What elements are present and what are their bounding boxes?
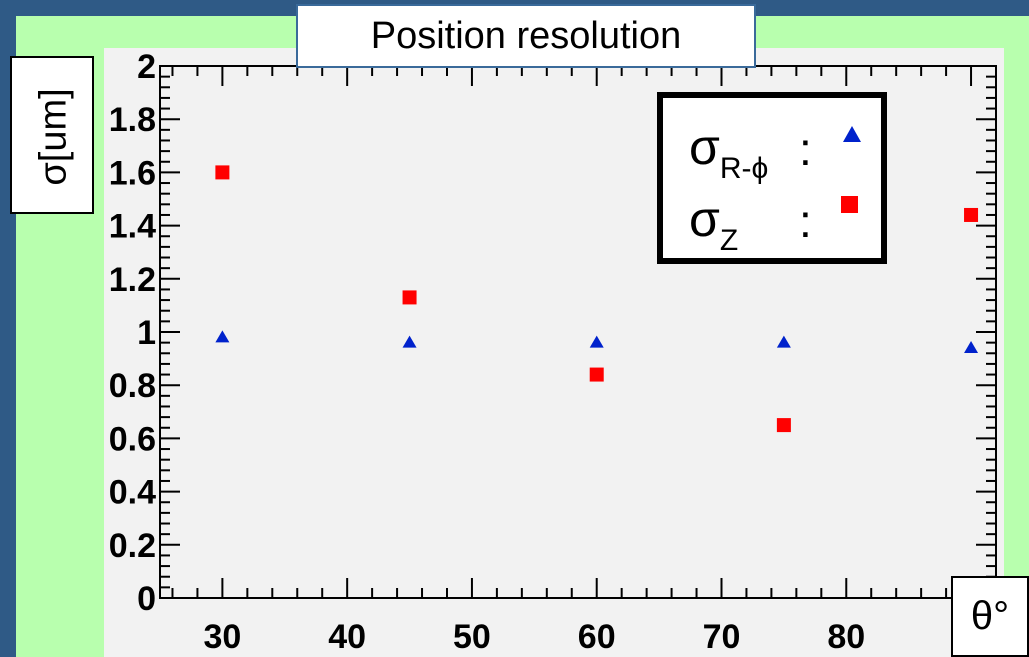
legend-symbol-r-phi: σ	[689, 119, 720, 175]
legend-colon-r-phi: :	[799, 123, 812, 175]
y-tick-label: 1.4	[109, 208, 156, 246]
y-tick-label: 0.2	[109, 527, 156, 565]
y-tick-label: 0.8	[109, 367, 156, 405]
point-z	[589, 367, 604, 382]
y-tick-label: 1	[137, 314, 156, 352]
legend-entry-z: σZ	[689, 194, 738, 266]
y-tick-label: 0	[137, 580, 156, 618]
legend: σR-ϕ : σZ :	[657, 92, 887, 264]
x-tick-label: 70	[703, 618, 741, 656]
y-tick-label: 1.8	[109, 101, 156, 139]
legend-subscript-z: Z	[719, 224, 739, 257]
point-z	[215, 165, 230, 180]
point-z	[776, 418, 791, 433]
x-tick-label: 80	[827, 618, 865, 656]
legend-triangle-marker-icon	[843, 126, 861, 142]
point-r-phi	[215, 330, 230, 343]
chart-title: Position resolution	[296, 4, 756, 68]
point-r-phi	[402, 335, 417, 348]
legend-symbol-z: σ	[689, 191, 720, 247]
point-r-phi	[589, 335, 604, 348]
y-tick-label: 1.6	[109, 154, 156, 192]
y-tick-label: 2	[137, 48, 156, 86]
point-r-phi	[776, 335, 791, 348]
y-tick-label: 1.2	[109, 261, 156, 299]
axes: 3040506070809000.20.40.60.811.21.41.61.8…	[109, 48, 997, 656]
point-z	[964, 207, 979, 222]
y-axis-label: σ[um]	[32, 88, 75, 186]
x-axis-label: θ°	[951, 576, 1029, 657]
x-tick-label: 30	[203, 618, 241, 656]
y-tick-label: 0.4	[109, 474, 156, 512]
point-z	[402, 290, 417, 305]
legend-subscript-r-phi: R-ϕ	[719, 152, 769, 185]
legend-square-marker-icon	[841, 196, 858, 213]
data-points	[215, 165, 979, 433]
x-tick-label: 60	[578, 618, 616, 656]
legend-entry-r-phi: σR-ϕ	[689, 122, 768, 194]
y-tick-label: 0.6	[109, 420, 156, 458]
x-tick-label: 50	[453, 618, 491, 656]
point-r-phi	[964, 340, 979, 353]
legend-colon-z: :	[799, 195, 812, 247]
x-tick-label: 40	[328, 618, 366, 656]
y-axis-label-box: σ[um]	[10, 56, 94, 214]
